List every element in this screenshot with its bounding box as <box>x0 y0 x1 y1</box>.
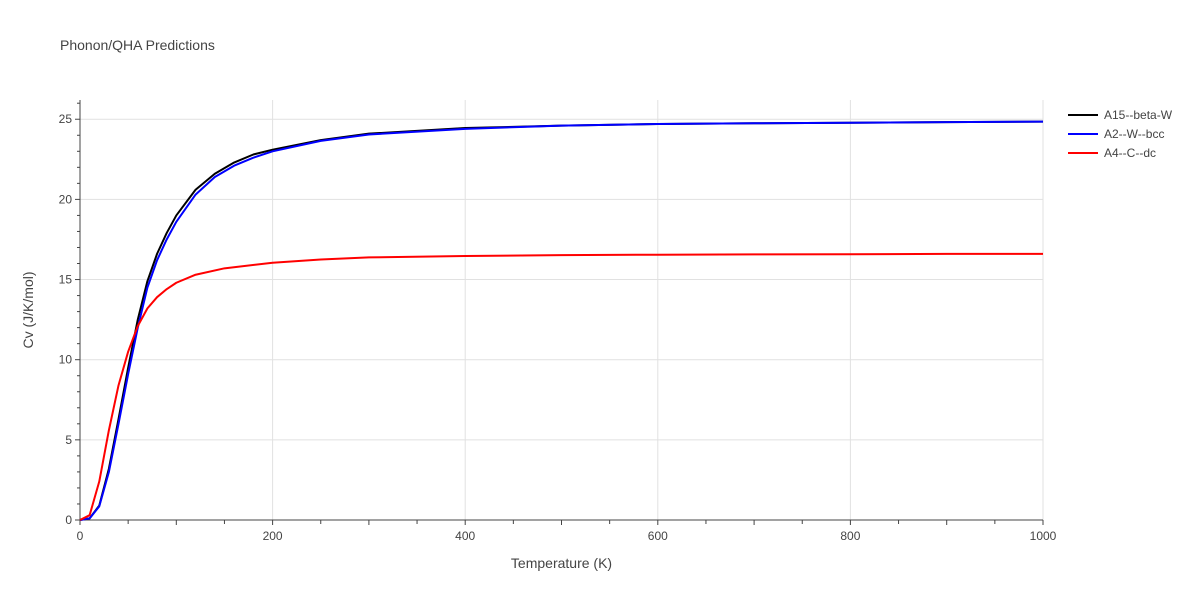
legend-label: A2--W--bcc <box>1104 127 1164 141</box>
x-tick-label: 800 <box>840 529 860 543</box>
y-tick-label: 5 <box>65 433 72 447</box>
chart-title: Phonon/QHA Predictions <box>60 37 215 53</box>
series-group <box>79 120 1044 521</box>
y-tick-label: 10 <box>59 353 73 367</box>
series-line-A15--beta-W <box>79 120 1044 521</box>
series-line-A4--C--dc <box>79 252 1043 521</box>
y-tick-label: 20 <box>59 192 73 206</box>
axes <box>75 100 1044 525</box>
x-tick-label: 200 <box>263 529 283 543</box>
tick-labels: 0 200 400 600 800 1000 0 5 10 15 20 25 <box>59 112 1057 543</box>
legend-label: A15--beta-W <box>1104 108 1173 122</box>
x-axis-label: Temperature (K) <box>511 555 612 571</box>
legend-item[interactable]: A15--beta-W <box>1068 108 1173 122</box>
y-tick-label: 25 <box>59 112 73 126</box>
x-tick-label: 1000 <box>1030 529 1057 543</box>
legend-item[interactable]: A2--W--bcc <box>1068 127 1164 141</box>
legend-label: A4--C--dc <box>1104 146 1156 160</box>
y-tick-label: 0 <box>65 513 72 527</box>
legend[interactable]: A15--beta-W A2--W--bcc A4--C--dc <box>1068 108 1173 160</box>
x-tick-label: 600 <box>648 529 668 543</box>
x-tick-label: 400 <box>455 529 475 543</box>
y-axis-label: Cv (J/K/mol) <box>20 272 36 349</box>
legend-item[interactable]: A4--C--dc <box>1068 146 1156 160</box>
series-line-A2--W--bcc <box>79 120 1044 521</box>
x-tick-label: 0 <box>77 529 84 543</box>
y-tick-label: 15 <box>59 273 73 287</box>
grid <box>80 100 1044 520</box>
